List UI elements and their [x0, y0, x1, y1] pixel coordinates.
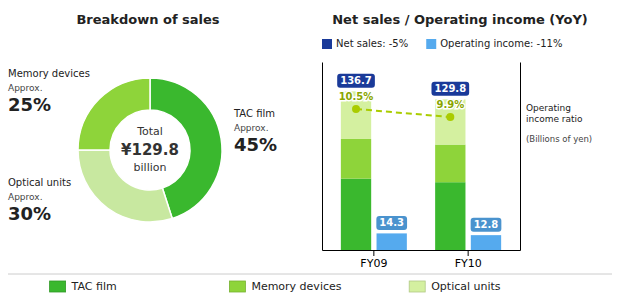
slice-note: Approx. [8, 192, 43, 202]
label-background [471, 218, 502, 232]
bar [377, 233, 407, 250]
bar-segment [341, 179, 371, 250]
label-background [337, 74, 375, 88]
y2-axis [520, 63, 521, 251]
data-label: 25% [8, 94, 51, 115]
bar-segment [435, 145, 465, 183]
y-axis-line [322, 63, 323, 251]
slice-note: Approx. [234, 123, 269, 133]
legend-label: Operating income: -11% [440, 38, 562, 49]
slice-name: Optical units [8, 177, 71, 188]
bar-series [341, 139, 466, 182]
legend: TAC film Memory devices Optical units [8, 274, 612, 293]
data-label: 14.3 [379, 217, 404, 228]
data-label: 136.7 [340, 75, 372, 86]
legend-label: Net sales: -5% [336, 38, 408, 49]
label-box: 136.7 [337, 74, 375, 88]
x-tick-label: FY10 [455, 257, 482, 270]
y2-axis-line [520, 63, 521, 251]
x-tick: FY09 [360, 250, 387, 270]
legend-entry: Memory devices [229, 280, 341, 293]
slice-label: Memory devices Approx.25% [8, 68, 90, 115]
slice-label: Optical units Approx.30% [8, 177, 71, 224]
slice-name: Memory devices [8, 68, 90, 79]
legend-swatch [426, 39, 436, 49]
x-axis: FY09 FY10 [323, 250, 521, 270]
bar-segment [435, 99, 465, 144]
bar-series [341, 179, 466, 250]
legend-label: Memory devices [251, 280, 341, 293]
slice [78, 78, 150, 150]
chart-root: Breakdown of sales Total ¥129.8 billion TAC … [0, 0, 620, 300]
bar-series [377, 233, 502, 250]
slice-note: Approx. [8, 83, 43, 93]
line [356, 109, 450, 117]
tick-mark [373, 250, 374, 256]
legend-swatch [409, 281, 425, 292]
chart-title: Breakdown of sales [76, 12, 219, 27]
chart-title: Net sales / Operating income (YoY) [332, 12, 588, 27]
legend-entry: Net sales: -5% [322, 38, 408, 49]
label-box: 12.8 [471, 218, 502, 232]
legend-label: TAC film [71, 280, 117, 293]
bar-segment [435, 182, 465, 250]
data-label: 30% [8, 203, 51, 224]
legend-swatch [50, 281, 66, 292]
pie-chart: Breakdown of sales Total ¥129.8 billion TAC … [8, 12, 277, 224]
center-text: ¥129.8 [121, 141, 179, 159]
data-label: 9.9% [436, 99, 464, 110]
slices [78, 78, 222, 222]
x-tick: FY10 [455, 250, 482, 270]
legend-entry: Optical units [409, 280, 501, 293]
y-axis [322, 63, 323, 251]
legend-divider [8, 274, 612, 275]
tick-mark [468, 250, 469, 256]
x-axis-line [323, 250, 521, 251]
bar-segment [341, 139, 371, 179]
slice-label: TAC film Approx.45% [233, 108, 277, 155]
legend-swatch [229, 281, 245, 292]
data-label: 10.5% [339, 91, 374, 102]
center-text: Total [136, 125, 163, 138]
slice-name: TAC film [233, 108, 275, 119]
label-background [431, 82, 469, 96]
bar-chart: Net sales / Operating income (YoY)FY09FY… [8, 12, 612, 293]
legend-entry: TAC film [50, 280, 117, 293]
line-marker [446, 113, 454, 121]
label-box: 14.3 [376, 216, 407, 230]
bar [471, 235, 501, 250]
annotation: (Billions of yen) [526, 134, 592, 144]
data-label: 129.8 [434, 83, 466, 94]
data-labels: 136.7 129.8 14.3 12.8 10.5% 9.9% [337, 74, 501, 232]
legend-entry: Operating income: -11% [426, 38, 562, 49]
label-box: 129.8 [431, 82, 469, 96]
data-label: 12.8 [474, 219, 499, 230]
slice [78, 150, 172, 222]
legend-swatch [322, 39, 332, 49]
x-tick-label: FY09 [360, 257, 387, 270]
data-label: 45% [234, 134, 277, 155]
line-name: Operating income ratio [526, 103, 583, 124]
center-text: billion [134, 161, 167, 174]
plot-marks [341, 91, 501, 250]
line-marker [352, 105, 360, 113]
legend-label: Optical units [431, 280, 501, 293]
label-background [376, 216, 407, 230]
